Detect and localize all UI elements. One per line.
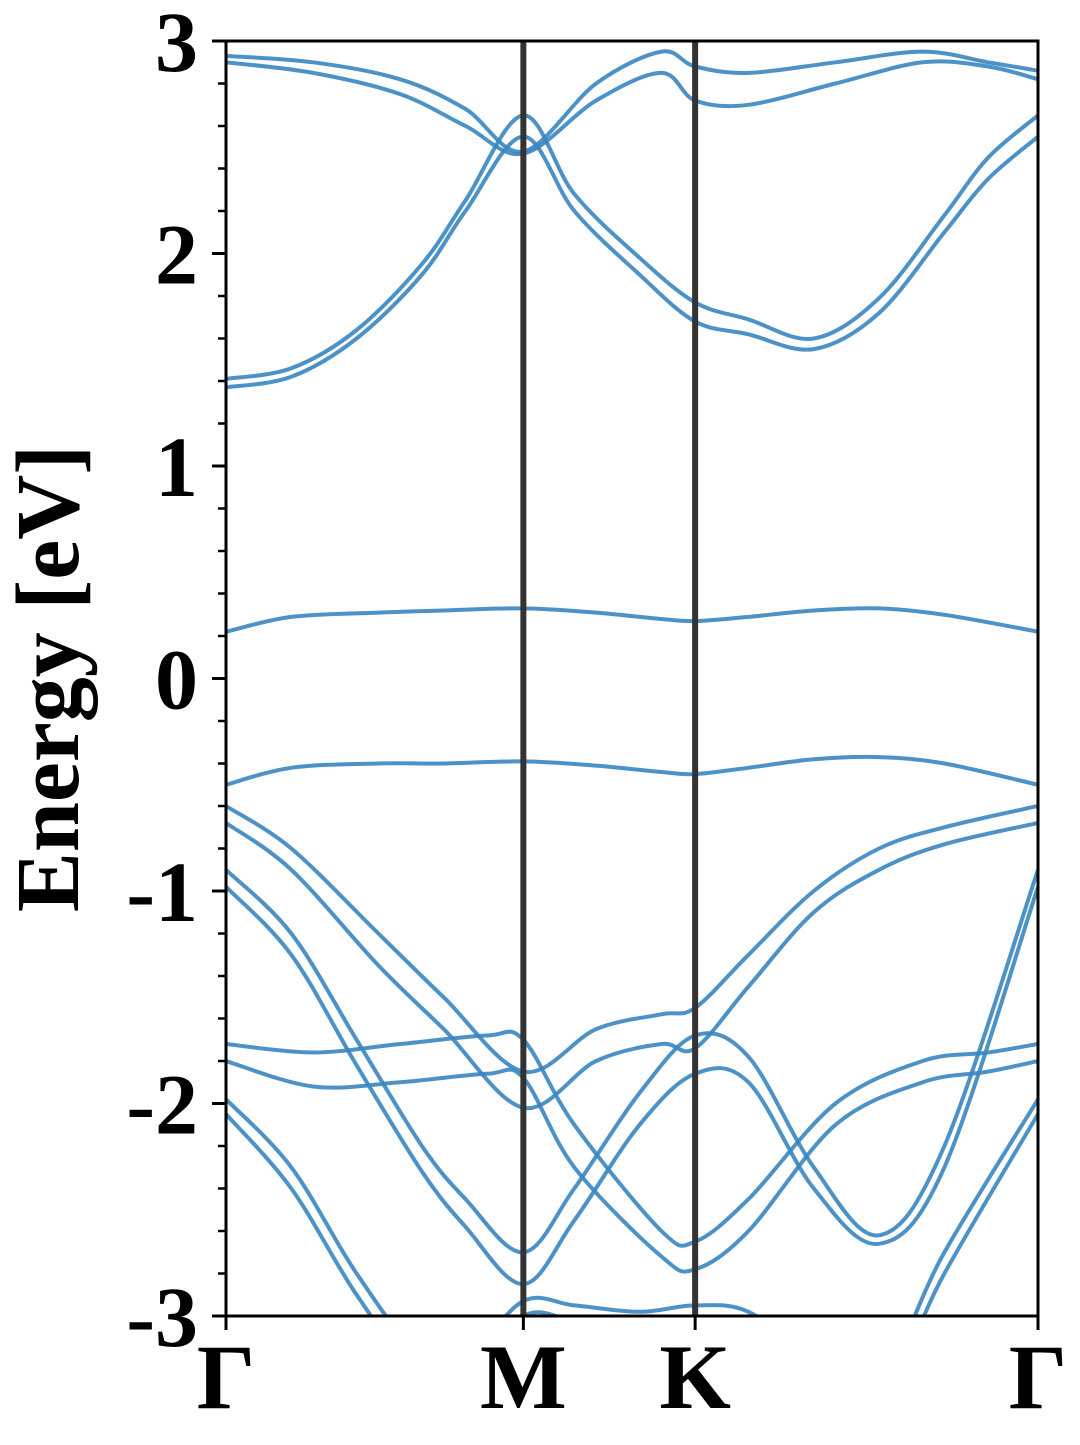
band-line-12 (226, 1059, 1038, 1274)
x-tick-label: Γ (1009, 1326, 1068, 1428)
y-tick-label: 1 (155, 419, 198, 515)
y-tick-label: 2 (155, 207, 198, 303)
bands-group (226, 49, 1038, 1316)
x-tick-label: K (659, 1326, 731, 1428)
plot-frame (224, 39, 1040, 1318)
band-line-14 (226, 1112, 1038, 1316)
y-tick-label: 0 (155, 632, 198, 728)
y-tick-label: -1 (126, 844, 198, 940)
band-line-10 (226, 885, 1038, 1287)
x-tick-label: M (480, 1326, 567, 1428)
band-line-9 (226, 868, 1038, 1255)
band-line-7 (226, 804, 1038, 1074)
band-line-8 (226, 821, 1038, 1111)
band-line-5 (226, 59, 1038, 157)
band-line-1 (226, 606, 1038, 634)
y-tick-label: -2 (126, 1057, 198, 1153)
band-line-11 (226, 1029, 1038, 1248)
band-line-6 (226, 49, 1038, 154)
band-line-2 (226, 754, 1038, 787)
y-tick-label: -3 (126, 1269, 198, 1365)
band-line-4 (226, 113, 1038, 381)
band-line-3 (226, 134, 1038, 390)
x-tick-label: Γ (197, 1326, 256, 1428)
y-tick-label: 3 (155, 0, 198, 90)
band-line-13 (226, 1097, 1038, 1316)
y-axis-label: Energy [eV] (0, 445, 98, 912)
